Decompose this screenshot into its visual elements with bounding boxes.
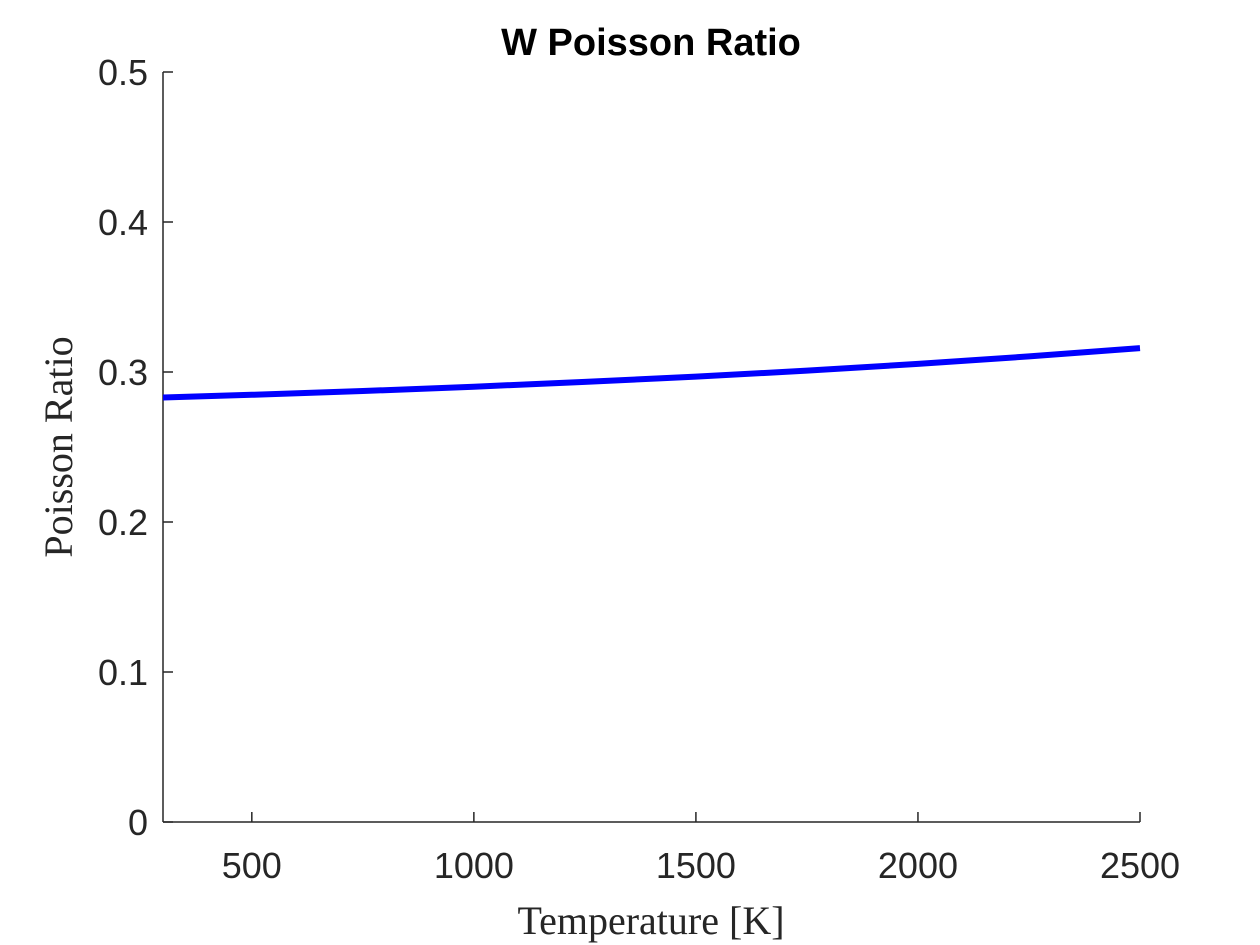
y-tick-label: 0.4	[98, 202, 148, 243]
x-ticks: 500 1000 1500 2000 2500	[222, 812, 1180, 886]
y-axis-label: Poisson Ratio	[36, 336, 81, 557]
y-tick-label: 0.1	[98, 652, 148, 693]
y-tick-label: 0.5	[98, 52, 148, 93]
x-tick-label: 1500	[656, 845, 736, 886]
y-tick-label: 0.2	[98, 502, 148, 543]
x-axis-label: Temperature [K]	[517, 898, 784, 943]
chart-title: W Poisson Ratio	[501, 22, 801, 64]
x-tick-label: 500	[222, 845, 282, 886]
y-tick-label: 0	[128, 802, 148, 843]
x-tick-label: 2000	[878, 845, 958, 886]
y-ticks: 0 0.1 0.2 0.3 0.4 0.5	[98, 52, 173, 843]
y-tick-label: 0.3	[98, 352, 148, 393]
x-tick-label: 2500	[1100, 845, 1180, 886]
x-tick-label: 1000	[434, 845, 514, 886]
plot-area: 0 0.1 0.2 0.3 0.4 0.5 500 1000 1500 2000 2500	[98, 52, 1180, 886]
series-layer	[162, 345, 1141, 401]
series-line-0	[162, 345, 1141, 401]
